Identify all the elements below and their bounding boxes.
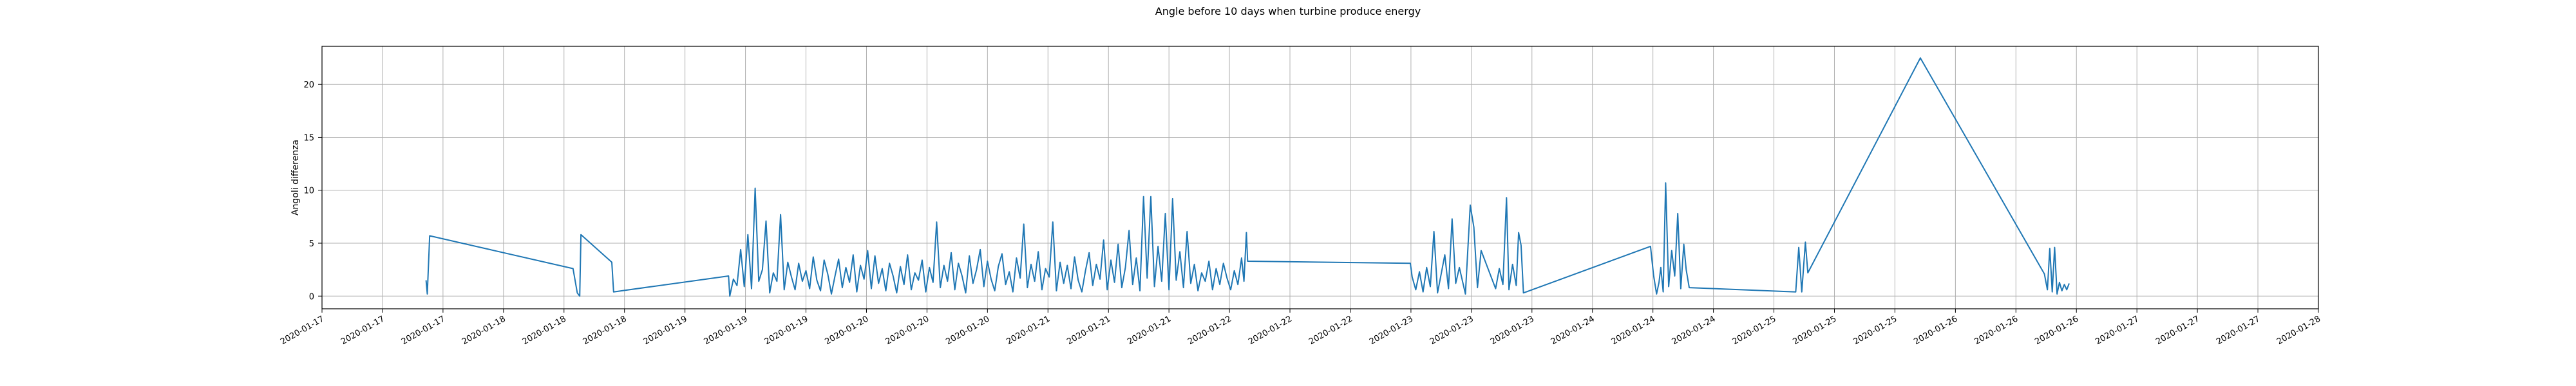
x-tick-label: 2020-01-28	[2275, 314, 2322, 347]
y-tick-label: 15	[303, 133, 314, 143]
y-tick-label: 20	[303, 80, 314, 90]
x-tick-label: 2020-01-21	[1065, 314, 1112, 347]
x-tick-label: 2020-01-17	[400, 314, 447, 347]
x-tick-label: 2020-01-27	[2154, 314, 2201, 347]
x-tick-label: 2020-01-22	[1247, 314, 1294, 347]
x-tick-label: 2020-01-19	[642, 314, 689, 347]
x-tick-label: 2020-01-19	[703, 314, 750, 347]
x-tick-label: 2020-01-26	[1973, 314, 2020, 347]
y-tick-label: 0	[309, 292, 314, 302]
series-line	[425, 57, 2070, 297]
x-tick-label: 2020-01-19	[763, 314, 810, 347]
x-tick-label: 2020-01-22	[1307, 314, 1354, 347]
x-tick-label: 2020-01-22	[1186, 314, 1233, 347]
y-axis-label: Angoli differenza	[290, 140, 301, 216]
x-tick-label: 2020-01-26	[2033, 314, 2080, 347]
x-tick-label: 2020-01-24	[1610, 314, 1657, 347]
chart-title: Angle before 10 days when turbine produc…	[1155, 5, 1421, 17]
x-tick-label: 2020-01-23	[1368, 314, 1415, 347]
x-tick-label: 2020-01-20	[824, 314, 871, 347]
x-tick-label: 2020-01-24	[1671, 314, 1718, 347]
x-tick-label: 2020-01-21	[1126, 314, 1173, 347]
x-tick-label: 2020-01-25	[1852, 314, 1899, 347]
y-tick-label: 5	[309, 239, 314, 249]
x-tick-label: 2020-01-17	[339, 314, 386, 347]
x-tick-label: 2020-01-25	[1731, 314, 1778, 347]
x-tick-label: 2020-01-23	[1428, 314, 1475, 347]
series-layer	[425, 57, 2070, 297]
x-tick-label: 2020-01-18	[521, 314, 568, 347]
x-tick-label: 2020-01-23	[1489, 314, 1536, 347]
x-axis: 2020-01-17 2020-01-17 2020-01-17 2020-01-18…	[279, 309, 2322, 347]
x-tick-label: 2020-01-18	[460, 314, 507, 347]
x-tick-label: 2020-01-21	[1005, 314, 1052, 347]
x-tick-label: 2020-01-26	[1912, 314, 1959, 347]
plot-frame	[321, 46, 2319, 309]
grid	[321, 46, 2319, 309]
x-tick-label: 2020-01-24	[1549, 314, 1596, 347]
y-tick-label: 10	[303, 187, 314, 196]
x-tick-label: 2020-01-17	[279, 314, 326, 347]
x-tick-label: 2020-01-20	[884, 314, 931, 347]
x-tick-label: 2020-01-20	[944, 314, 991, 347]
x-tick-label: 2020-01-25	[1792, 314, 1839, 347]
x-tick-label: 2020-01-27	[2215, 314, 2262, 347]
x-tick-label: 2020-01-27	[2094, 314, 2141, 347]
y-axis: 0 5 10 15 20	[303, 80, 322, 302]
x-tick-label: 2020-01-18	[582, 314, 629, 347]
